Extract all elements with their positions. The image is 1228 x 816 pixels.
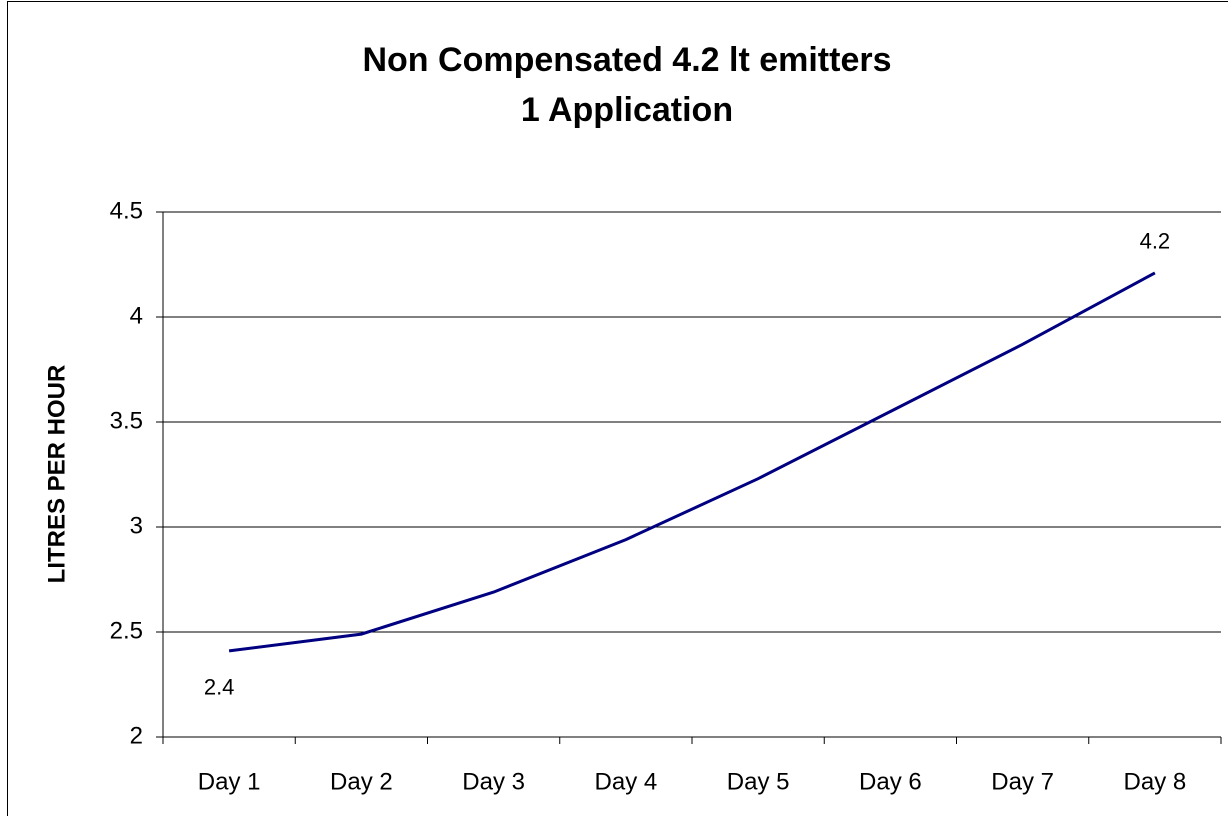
chart-title: Non Compensated 4.2 lt emitters: [362, 41, 891, 79]
x-tick-label: Day 4: [595, 768, 658, 795]
y-tick-label: 3.5: [110, 407, 143, 434]
y-tick-label: 2.5: [110, 617, 143, 644]
x-tick-label: Day 7: [991, 768, 1054, 795]
chart-border: [7, 1, 1228, 816]
line: [228, 271, 1156, 653]
x-tick-label: Day 3: [462, 768, 525, 795]
y-tick-label: 4: [130, 302, 143, 329]
x-tick-label: Day 6: [859, 768, 922, 795]
x-tick-label: Day 1: [198, 768, 261, 795]
x-tick-label: Day 8: [1124, 768, 1187, 795]
x-tick-label: Day 2: [330, 768, 393, 795]
y-tick-label: 4.5: [110, 197, 143, 224]
data-label: 4.2: [1140, 229, 1171, 254]
data-label: 2.4: [204, 675, 235, 700]
chart-title: 1 Application: [521, 91, 733, 129]
y-axis-label: LITRES PER HOUR: [43, 365, 70, 584]
y-tick-label: 3: [130, 512, 143, 539]
x-tick-label: Day 5: [727, 768, 790, 795]
y-tick-label: 2: [130, 722, 143, 749]
